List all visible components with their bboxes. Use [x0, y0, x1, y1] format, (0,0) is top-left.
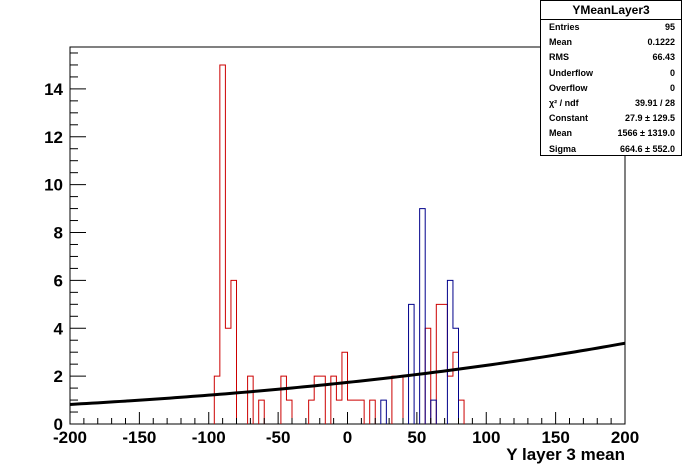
stats-row: χ² / ndf 39.91 / 28 [541, 96, 681, 111]
y-tick-label: 12 [44, 128, 63, 147]
stats-value: 0 [669, 82, 675, 93]
stats-value: 95 [664, 22, 675, 32]
histogram-series-blue [380, 208, 459, 424]
stats-value: 0 [669, 67, 675, 78]
stats-value: 0.1222 [647, 37, 675, 48]
histogram-series-red [213, 64, 465, 424]
stats-label: Constant [549, 113, 588, 124]
y-tick-label: 6 [54, 271, 63, 290]
fit-curve [69, 341, 626, 406]
x-tick-label: -100 [192, 428, 226, 447]
stats-row: Overflow 0 [541, 81, 681, 96]
x-tick-label: -50 [266, 428, 291, 447]
stats-row: Constant 27.9 ± 129.5 [541, 111, 681, 126]
histogram-outline [213, 64, 465, 424]
y-axis-ticks: 0 2 4 6 8 10 12 14 [44, 52, 86, 434]
stats-row: Mean 0.1222 [541, 35, 681, 50]
stats-label: Overflow [549, 82, 588, 93]
stats-row: Mean 1566 ± 1319.0 [541, 126, 681, 141]
x-tick-label: 100 [472, 428, 500, 447]
x-tick-label: -200 [53, 428, 87, 447]
stats-value: 1566 ± 1319.0 [617, 128, 676, 139]
x-axis-title: Y layer 3 mean [506, 445, 625, 464]
x-tick-label: 50 [407, 428, 426, 447]
stats-value: 66.43 [652, 52, 675, 63]
stats-label: χ² / ndf [549, 97, 579, 108]
stats-row: Entries 95 [541, 20, 681, 35]
y-tick-label: 2 [54, 367, 63, 386]
stats-value: 27.9 ± 129.5 [625, 113, 675, 124]
x-axis-ticks: -200 -150 -100 -50 0 50 100 150 200 [53, 412, 639, 447]
x-tick-label: -150 [122, 428, 156, 447]
stats-label: RMS [549, 52, 569, 63]
y-tick-label: 0 [54, 415, 63, 434]
stats-title: YMeanLayer3 [541, 1, 681, 20]
y-tick-label: 8 [54, 224, 63, 243]
stats-label: Mean [549, 37, 573, 48]
stats-rows: Entries 95 Mean 0.1222 RMS 66.43 Underflow 0 Ove… [541, 20, 681, 157]
stats-row: Sigma 664.6 ± 552.0 [541, 142, 681, 157]
x-tick-label: 0 [343, 428, 352, 447]
x-tick-label: 150 [541, 428, 569, 447]
stats-row: Underflow 0 [541, 66, 681, 81]
stats-label: Sigma [549, 143, 577, 154]
stats-label: Mean [549, 128, 573, 139]
fit-curve-group [69, 341, 626, 406]
stats-label: Entries [549, 22, 580, 32]
x-tick-label: 200 [611, 428, 639, 447]
y-tick-label: 14 [44, 80, 63, 99]
stats-value: 664.6 ± 552.0 [620, 143, 675, 154]
stats-value: 39.91 / 28 [634, 97, 675, 108]
histogram-outline [380, 208, 459, 424]
stats-box: YMeanLayer3 Entries 95 Mean 0.1222 RMS 66.43 U… [540, 0, 682, 156]
y-tick-label: 4 [54, 319, 64, 338]
stats-label: Underflow [549, 67, 593, 78]
y-tick-label: 10 [44, 176, 63, 195]
stats-row: RMS 66.43 [541, 50, 681, 65]
